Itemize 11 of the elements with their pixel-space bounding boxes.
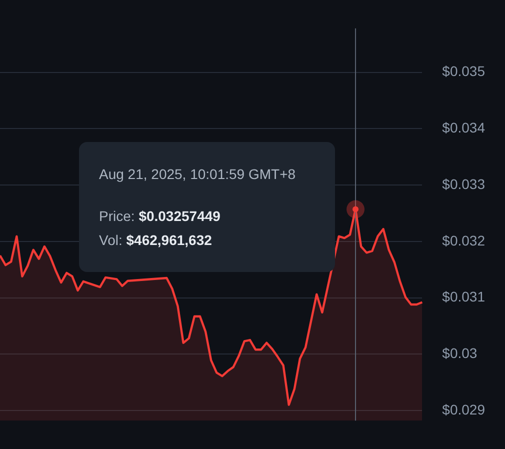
y-tick-label: $0.035 [442,63,486,80]
tooltip-panel: Aug 21, 2025, 10:01:59 GMT+8 Price: $0.03257449 Vol: $462,961,632 [79,142,335,272]
annotation: Aug 21, 2025, 10:01:59 GMT+8 [99,165,297,184]
y-tick-label: $0.03 [442,344,478,361]
y-tick-label: $0.029 [442,401,486,418]
annotation: Vol: $462,961,632 [99,231,213,250]
y-tick-label: $0.031 [442,288,486,305]
y-tick-label: $0.032 [442,232,486,248]
y-tick-label: $0.034 [442,120,486,136]
annotation: Price: $0.03257449 [99,207,222,226]
y-tick-label: $0.033 [442,176,486,192]
